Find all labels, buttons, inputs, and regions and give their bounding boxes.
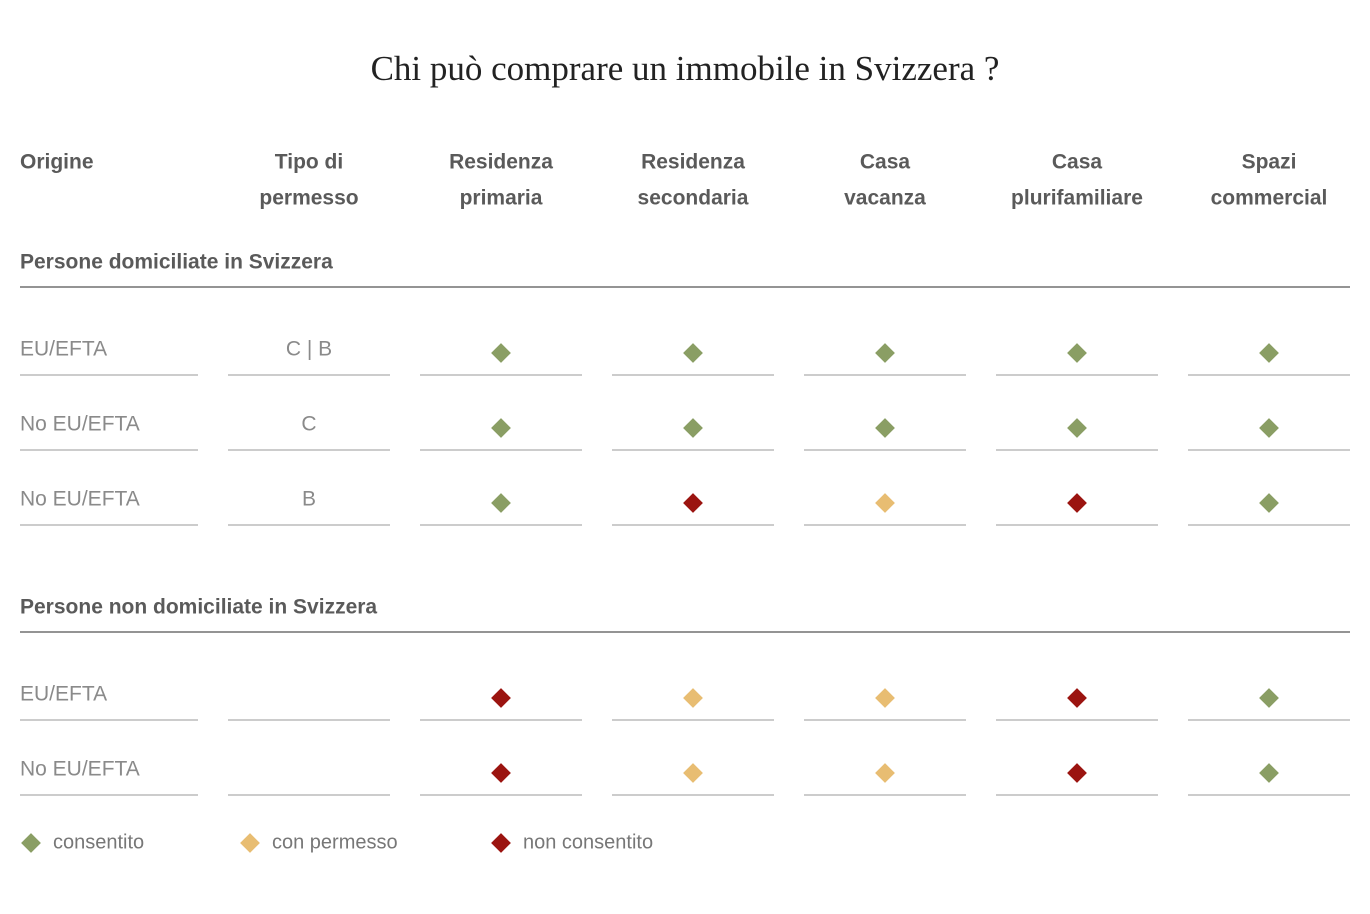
status-diamond: [683, 493, 703, 513]
status-diamond: [491, 763, 511, 783]
column-header: secondaria: [638, 187, 749, 210]
section-label: Persone non domiciliate in Svizzera: [20, 596, 377, 619]
status-diamond: [1067, 493, 1087, 513]
origin: No EU/EFTA: [20, 413, 140, 436]
section-label: Persone domiciliate in Svizzera: [20, 251, 333, 274]
status-diamond: [683, 763, 703, 783]
status-diamond: [1259, 688, 1279, 708]
column-header: Residenza: [641, 151, 745, 174]
legend-label: non consentito: [523, 831, 653, 853]
status-diamond: [683, 418, 703, 438]
legend-swatch: [21, 833, 41, 853]
column-header: vacanza: [844, 187, 926, 210]
legend-label: consentito: [53, 831, 144, 853]
column-header: Origine: [20, 151, 94, 174]
status-diamond: [683, 343, 703, 363]
status-diamond: [1067, 418, 1087, 438]
column-header: Tipo di: [275, 151, 343, 174]
permit: C | B: [286, 338, 332, 361]
status-diamond: [875, 493, 895, 513]
title: Chi può comprare un immobile in Svizzera…: [371, 49, 1000, 88]
origin: No EU/EFTA: [20, 758, 140, 781]
status-diamond: [875, 418, 895, 438]
status-diamond: [1067, 688, 1087, 708]
status-diamond: [683, 688, 703, 708]
origin: EU/EFTA: [20, 683, 107, 706]
permit: B: [302, 488, 316, 511]
column-header: primaria: [460, 187, 543, 210]
status-diamond: [1067, 343, 1087, 363]
status-diamond: [491, 418, 511, 438]
origin: EU/EFTA: [20, 338, 107, 361]
column-header: Spazi: [1242, 151, 1297, 174]
column-header: Casa: [860, 151, 911, 174]
column-header: permesso: [259, 187, 358, 210]
column-header: Casa: [1052, 151, 1103, 174]
column-header: Residenza: [449, 151, 553, 174]
column-header: commercial: [1211, 187, 1328, 210]
legend-label: con permesso: [272, 831, 398, 853]
legend-swatch: [491, 833, 511, 853]
status-diamond: [491, 343, 511, 363]
status-diamond: [491, 493, 511, 513]
status-diamond: [1259, 493, 1279, 513]
status-diamond: [491, 688, 511, 708]
status-diamond: [1259, 343, 1279, 363]
origin: No EU/EFTA: [20, 488, 140, 511]
status-diamond: [1259, 418, 1279, 438]
status-diamond: [1067, 763, 1087, 783]
column-header: plurifamiliare: [1011, 187, 1143, 210]
status-diamond: [875, 343, 895, 363]
legend-swatch: [240, 833, 260, 853]
status-diamond: [1259, 763, 1279, 783]
permit: C: [301, 413, 316, 436]
status-diamond: [875, 763, 895, 783]
status-diamond: [875, 688, 895, 708]
